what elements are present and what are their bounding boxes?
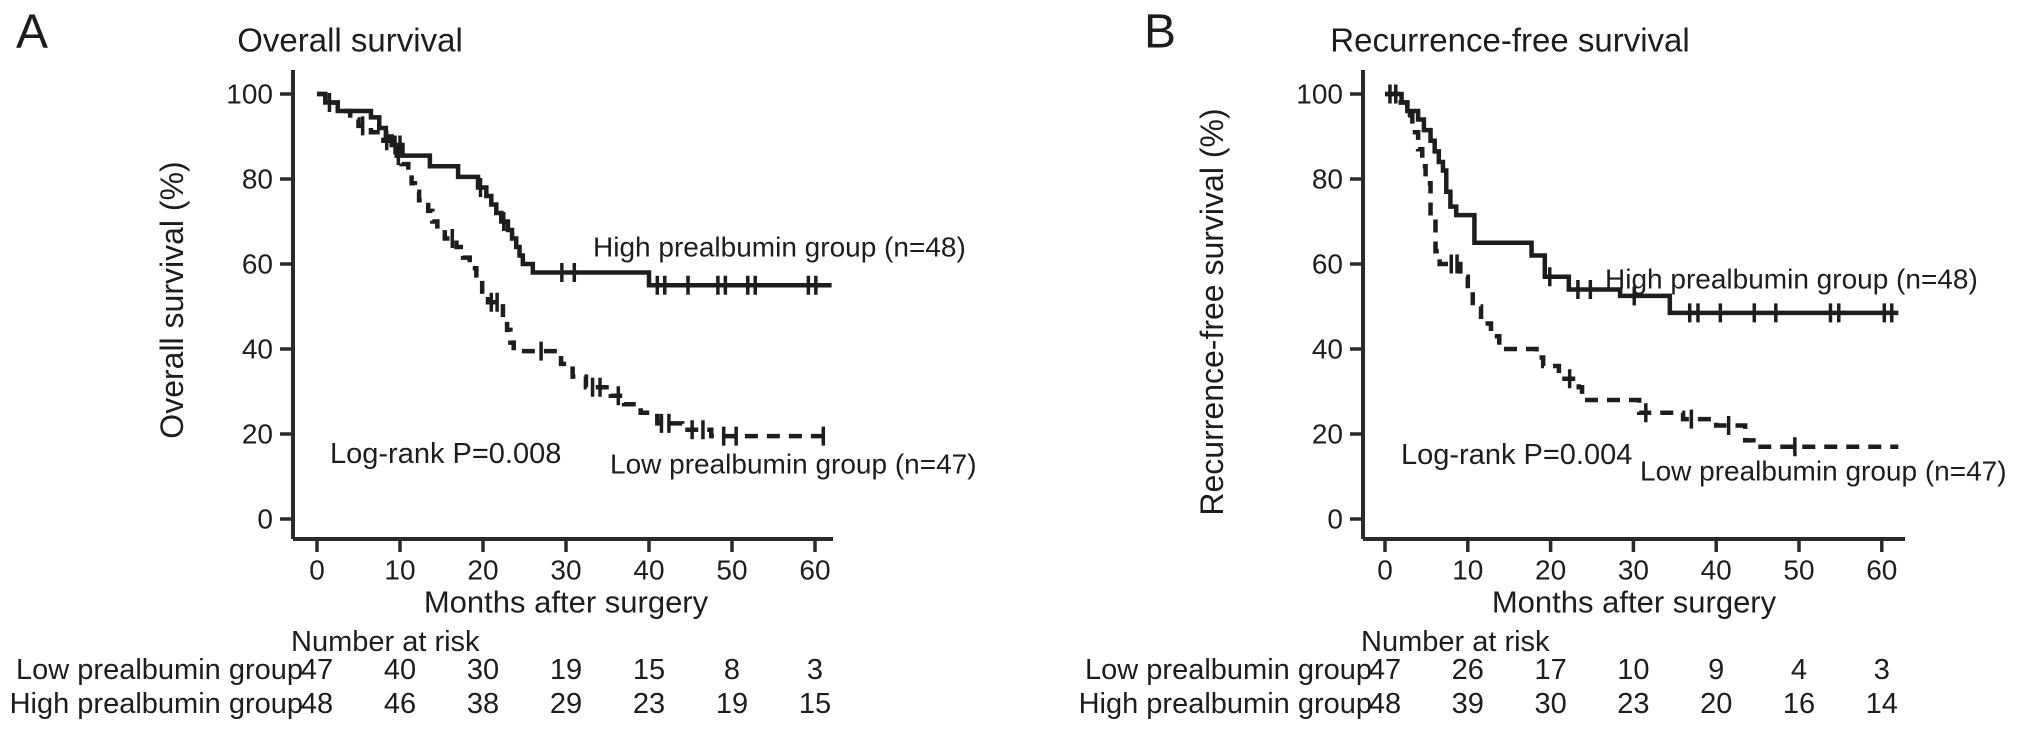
risk-value: 48 — [301, 688, 333, 720]
series-label: High prealbumin group (n=48) — [593, 232, 966, 263]
risk-value: 47 — [301, 654, 333, 686]
logrank-annotation: Log-rank P=0.004 — [1401, 439, 1632, 471]
km-curve-solid — [1385, 91, 1899, 316]
risk-value: 10 — [1617, 654, 1649, 686]
x-tick-label: 60 — [799, 555, 830, 586]
series-label: Low prealbumin group (n=47) — [1640, 456, 2007, 487]
risk-value: 23 — [633, 688, 665, 720]
y-tick-label: 100 — [226, 79, 273, 110]
risk-value: 38 — [467, 688, 499, 720]
x-tick-label: 40 — [633, 555, 664, 586]
km-curve-solid — [317, 91, 832, 288]
x-tick-label: 20 — [467, 555, 498, 586]
risk-table-header: Number at risk — [291, 626, 480, 658]
risk-value: 3 — [807, 654, 823, 686]
panel-letter: A — [16, 6, 48, 59]
logrank-annotation: Log-rank P=0.008 — [330, 438, 561, 470]
series-label: Low prealbumin group (n=47) — [610, 449, 977, 480]
y-tick-label: 20 — [1312, 419, 1343, 450]
risk-value: 46 — [384, 688, 416, 720]
risk-value: 47 — [1369, 654, 1401, 686]
risk-value: 26 — [1452, 654, 1484, 686]
risk-value: 3 — [1874, 654, 1890, 686]
risk-row-label: Low prealbumin group — [16, 654, 303, 686]
y-tick-label: 40 — [242, 334, 273, 365]
risk-value: 39 — [1452, 688, 1484, 720]
km-panel-a-svg: A Overall survival 0 20 40 60 80 100 0 10 20 30 40 50… — [10, 6, 977, 721]
y-tick-label: 60 — [1312, 249, 1343, 280]
x-tick-label: 60 — [1866, 555, 1897, 586]
y-tick-label: 60 — [242, 249, 273, 280]
x-tick-label: 50 — [1783, 555, 1814, 586]
risk-value: 29 — [550, 688, 582, 720]
risk-table-header: Number at risk — [1361, 626, 1550, 658]
risk-value: 40 — [384, 654, 416, 686]
x-tick-label: 50 — [716, 555, 747, 586]
y-tick-label: 80 — [1312, 164, 1343, 195]
risk-value: 14 — [1866, 688, 1898, 720]
x-tick-label: 0 — [309, 555, 325, 586]
x-tick-label: 40 — [1701, 555, 1732, 586]
x-tick-label: 10 — [384, 555, 415, 586]
risk-value: 30 — [1534, 688, 1566, 720]
series-label: High prealbumin group (n=48) — [1605, 264, 1978, 295]
x-axis-label: Months after surgery — [1492, 585, 1777, 620]
km-panel-b-svg: B Recurrence-free survival 0 20 40 60 80 100 0 10… — [1079, 6, 2007, 721]
y-tick-label: 20 — [242, 419, 273, 450]
risk-row-label: Low prealbumin group — [1085, 654, 1372, 686]
y-axis-label: Recurrence-free survival (%) — [1194, 108, 1230, 515]
y-axis-label: Overall survival (%) — [154, 161, 190, 438]
panel-recurrence-free-survival: B Recurrence-free survival 0 20 40 60 80 100 0 10… — [1016, 0, 2032, 739]
risk-value: 20 — [1700, 688, 1732, 720]
y-tick-label: 80 — [242, 164, 273, 195]
x-axis-label: Months after surgery — [424, 585, 709, 620]
axis-lines — [291, 70, 833, 541]
y-tick-label: 100 — [1296, 79, 1343, 110]
km-curve-dashed — [317, 91, 832, 439]
risk-value: 30 — [467, 654, 499, 686]
risk-row-label: High prealbumin group — [1079, 688, 1372, 720]
y-tick-label: 40 — [1312, 334, 1343, 365]
risk-value: 23 — [1617, 688, 1649, 720]
risk-value: 15 — [799, 688, 831, 720]
chart-title: Recurrence-free survival — [1330, 22, 1689, 59]
risk-value: 4 — [1791, 654, 1807, 686]
risk-value: 19 — [716, 688, 748, 720]
x-tick-label: 30 — [1618, 555, 1649, 586]
risk-value: 19 — [550, 654, 582, 686]
risk-row-label: High prealbumin group — [10, 688, 303, 720]
chart-title: Overall survival — [237, 22, 463, 59]
y-tick-label: 0 — [1327, 504, 1343, 535]
x-tick-label: 30 — [550, 555, 581, 586]
risk-value: 16 — [1783, 688, 1815, 720]
panel-overall-survival: A Overall survival 0 20 40 60 80 100 0 10 20 30 40 50… — [10, 6, 977, 721]
x-tick-label: 0 — [1377, 555, 1393, 586]
x-tick-label: 20 — [1535, 555, 1566, 586]
panel-letter: B — [1144, 6, 1176, 59]
x-tick-label: 10 — [1452, 555, 1483, 586]
y-tick-label: 0 — [257, 504, 273, 535]
risk-value: 48 — [1369, 688, 1401, 720]
risk-value: 17 — [1534, 654, 1566, 686]
risk-value: 8 — [724, 654, 740, 686]
risk-value: 9 — [1708, 654, 1724, 686]
km-curve-dashed — [1385, 91, 1899, 449]
risk-value: 15 — [633, 654, 665, 686]
